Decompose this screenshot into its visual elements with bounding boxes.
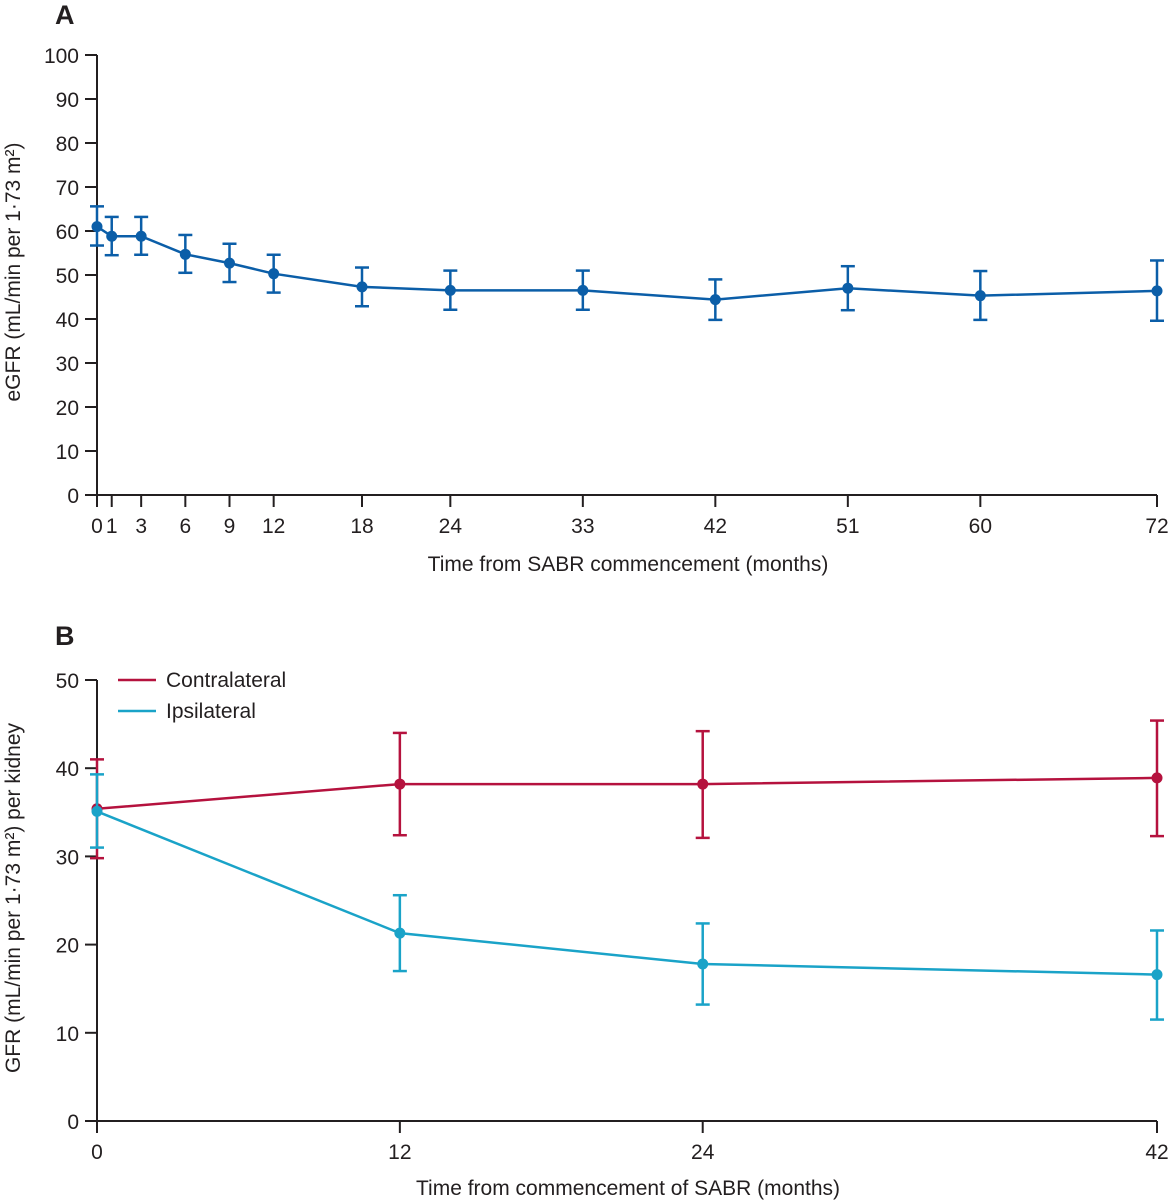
x-tick-label: 60 [969, 515, 992, 538]
x-tick-label: 3 [135, 515, 147, 538]
x-tick-label: 72 [1145, 515, 1168, 538]
panel-a-y-axis-title: eGFR (mL/min per 1·73 m²) [2, 142, 25, 401]
data-point [709, 294, 721, 306]
y-tick-label: 40 [56, 758, 79, 781]
data-point [1151, 772, 1163, 784]
y-tick-label: 50 [56, 265, 79, 288]
data-point [179, 248, 191, 260]
data-point [697, 958, 709, 970]
data-point [135, 230, 147, 242]
series-line-egfr [96, 225, 1158, 301]
panel-a-series [90, 205, 1164, 323]
y-tick-label: 90 [56, 89, 79, 112]
x-tick-label: 33 [571, 515, 594, 538]
x-tick-label: 6 [179, 515, 191, 538]
y-tick-label: 20 [56, 935, 79, 958]
panel-b-legend: Contralateral Ipsilateral [118, 669, 286, 723]
y-tick-label: 100 [44, 45, 79, 68]
data-point [577, 284, 589, 296]
y-tick-label: 70 [56, 177, 79, 200]
series-line-contralateral [96, 776, 1158, 811]
y-tick-label: 80 [56, 133, 79, 156]
legend-label-ipsilateral: Ipsilateral [166, 700, 256, 723]
panel-b-y-axis-title: GFR (mL/min per 1·73 m²) per kidney [2, 722, 25, 1073]
x-tick-label: 51 [836, 515, 859, 538]
y-tick-label: 50 [56, 670, 79, 693]
x-tick-label: 12 [262, 515, 285, 538]
x-tick-label: 12 [388, 1141, 411, 1164]
y-tick-label: 0 [67, 1111, 79, 1134]
panel-b-label: B [55, 621, 75, 651]
data-point [974, 290, 986, 302]
y-tick-label: 60 [56, 221, 79, 244]
data-point [91, 805, 103, 817]
y-tick-label: 30 [56, 353, 79, 376]
data-point [356, 281, 368, 293]
data-point [444, 284, 456, 296]
panel-b-series [90, 719, 1164, 1021]
panel-b-x-axis-title: Time from commencement of SABR (months) [416, 1177, 840, 1200]
panel-b: B 0 10 20 30 40 50 0 12 24 42 Contralateral Ipsil… [2, 621, 1169, 1200]
y-tick-label: 30 [56, 846, 79, 869]
y-tick-label: 20 [56, 397, 79, 420]
x-tick-label: 42 [1145, 1141, 1168, 1164]
data-point [394, 927, 406, 939]
panel-a-x-axis-title: Time from SABR commencement (months) [428, 553, 829, 576]
y-tick-label: 10 [56, 441, 79, 464]
series-line-ipsilateral [96, 810, 1158, 976]
x-tick-label: 1 [106, 515, 118, 538]
data-point [394, 778, 406, 790]
y-tick-label: 0 [67, 485, 79, 508]
data-point [268, 268, 280, 280]
panel-b-axes: 0 10 20 30 40 50 0 12 24 42 [56, 670, 1169, 1164]
data-point [1151, 285, 1163, 297]
x-tick-label: 24 [691, 1141, 715, 1164]
x-tick-label: 18 [350, 515, 373, 538]
x-tick-label: 24 [439, 515, 463, 538]
y-tick-label: 10 [56, 1023, 79, 1046]
y-tick-label: 40 [56, 309, 79, 332]
data-point [1151, 969, 1163, 981]
legend-label-contralateral: Contralateral [166, 669, 286, 692]
x-tick-label: 9 [224, 515, 236, 538]
x-tick-label: 0 [91, 1141, 103, 1164]
data-point [842, 282, 854, 294]
data-point [697, 778, 709, 790]
data-point [224, 257, 235, 269]
panel-a-label: A [55, 0, 75, 30]
data-point [106, 230, 118, 242]
x-tick-label: 42 [704, 515, 727, 538]
x-tick-label: 0 [91, 515, 103, 538]
data-point [91, 221, 103, 233]
